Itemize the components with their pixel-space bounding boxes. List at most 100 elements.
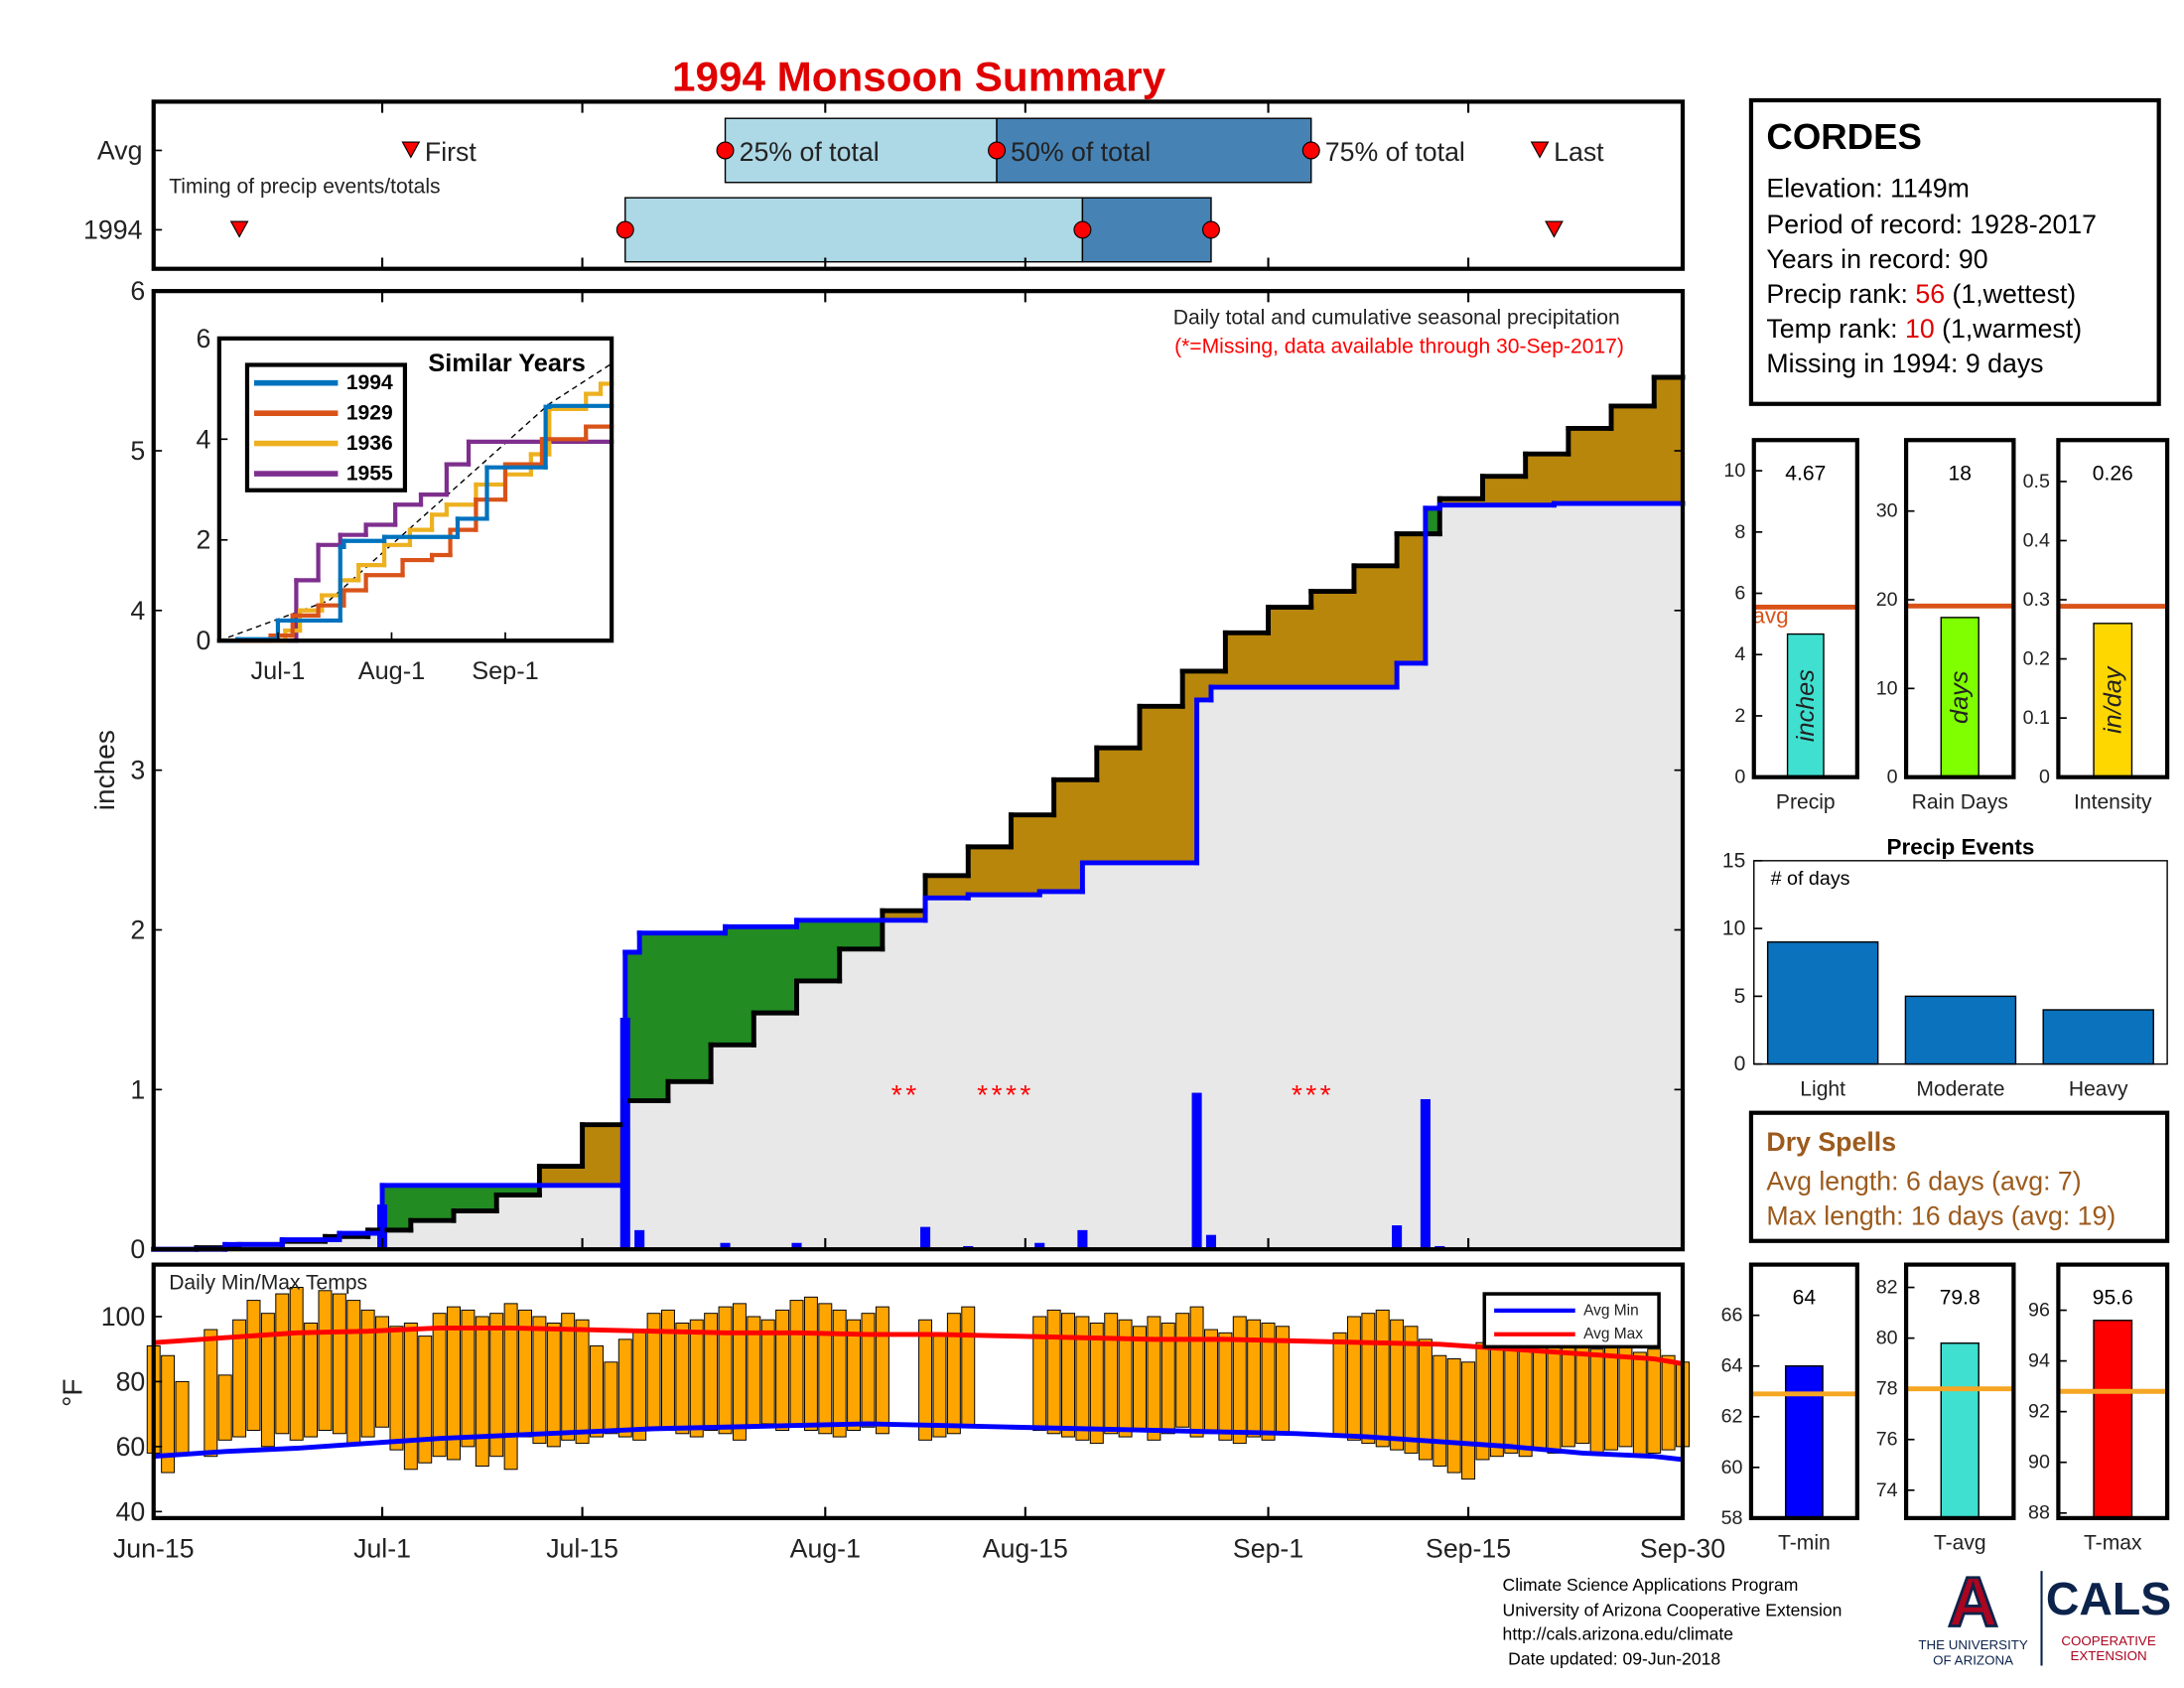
- temp-rank-note: (1,warmest): [1942, 314, 2082, 344]
- category-label: T-avg: [1934, 1532, 1986, 1555]
- annotation: Daily total and cumulative seasonal prec…: [1173, 306, 1620, 329]
- y-tick-label: 30: [1876, 500, 1898, 522]
- logo-cals: CALS: [2046, 1573, 2171, 1624]
- temp-range-bar: [1175, 1313, 1190, 1428]
- temp-range-bar: [1104, 1313, 1119, 1435]
- axes-frame: [1748, 1262, 1859, 1520]
- axes-frame: [2056, 1262, 2170, 1520]
- event-marker: [401, 141, 421, 159]
- temp-range-bar: [604, 1361, 618, 1435]
- temp-range-bar: [475, 1316, 489, 1468]
- temp-range-bar: [1147, 1316, 1161, 1441]
- precip-rank-label: Precip rank:: [1766, 279, 1908, 309]
- y-tick-label: 0: [1887, 767, 1898, 788]
- axes-frame: [1751, 438, 1859, 779]
- temp-range-bar: [1118, 1319, 1133, 1438]
- category-label: Precip: [1776, 790, 1836, 813]
- bar: [1784, 1365, 1824, 1519]
- temp-range-bar: [360, 1309, 375, 1438]
- total-marker: [716, 141, 735, 160]
- dry-spells-max: Max length: 16 days (avg: 19): [1766, 1201, 2116, 1231]
- temp-range-bar: [1089, 1323, 1104, 1445]
- temp-range-bar: [1433, 1354, 1447, 1468]
- y-tick-label: 0.5: [2023, 471, 2050, 492]
- temp-range-bar: [1204, 1329, 1218, 1435]
- temp-range-bar: [1390, 1319, 1405, 1451]
- y-tick-label: 64: [1721, 1355, 1743, 1377]
- x-tick-label: Jul-15: [546, 1534, 618, 1564]
- temp-range-bar: [232, 1319, 247, 1438]
- y-tick-label: 58: [1721, 1507, 1743, 1529]
- dry-spells-avg: Avg length: 6 days (avg: 7): [1766, 1166, 2081, 1196]
- value-label: 79.8: [1940, 1287, 1980, 1310]
- y-tick-label: 20: [1876, 589, 1898, 611]
- temp-range-bar: [532, 1316, 547, 1445]
- value-label: 64: [1793, 1287, 1817, 1310]
- y-tick-label: 66: [1721, 1305, 1743, 1327]
- temp-range-bar: [1075, 1316, 1090, 1441]
- y-tick-label: 40: [116, 1496, 146, 1526]
- axes-frame: [151, 289, 1686, 1252]
- station-frame: [1748, 97, 2161, 406]
- temp-range-bar: [617, 1338, 632, 1438]
- daily-precip-bar: [1205, 1234, 1217, 1250]
- x-tick-label: Aug-15: [983, 1534, 1068, 1564]
- category-label: T-min: [1778, 1532, 1831, 1555]
- y-tick-label: 88: [2028, 1502, 2050, 1524]
- timing-subtitle: Timing of precip events/totals: [169, 175, 440, 198]
- bar: [2093, 1320, 2133, 1519]
- legend-label: 1994: [346, 371, 393, 394]
- temp-range-bar: [175, 1380, 190, 1454]
- temp-range-bar: [1575, 1341, 1590, 1445]
- category-label: Heavy: [2069, 1077, 2128, 1100]
- x-tick-label: Sep-1: [1233, 1534, 1303, 1564]
- total-marker: [988, 141, 1007, 160]
- logo-university: OF ARIZONA: [1933, 1652, 2013, 1667]
- event-marker: [1545, 220, 1564, 238]
- temp-rank: Temp rank: 10 (1,warmest): [1766, 314, 2082, 344]
- temp-range-bar: [760, 1319, 775, 1425]
- footer-line: Climate Science Applications Program: [1503, 1575, 1799, 1595]
- y-tick-label: 94: [2028, 1350, 2050, 1372]
- y-tick-label: 5: [1734, 985, 1746, 1008]
- axes-frame: [216, 336, 614, 643]
- marker-label: 25% of total: [740, 137, 880, 167]
- temp-range-bar: [675, 1323, 690, 1435]
- temp-range-bar: [847, 1319, 862, 1432]
- category-label: Rain Days: [1912, 790, 2008, 813]
- temp-range-bar: [403, 1323, 418, 1471]
- y-tick-label: 76: [1876, 1429, 1898, 1451]
- temp-range-bar: [932, 1336, 947, 1438]
- value-label: 95.6: [2093, 1287, 2133, 1310]
- x-tick-label: Aug-1: [790, 1534, 861, 1564]
- temp-range-bar: [1489, 1332, 1504, 1458]
- logo: A THE UNIVERSITY OF ARIZONA CALS COOPERA…: [1918, 1561, 2171, 1667]
- temp-range-bar: [1160, 1323, 1175, 1435]
- y-tick-label: 78: [1876, 1378, 1898, 1400]
- y-tick-label: 10: [1722, 917, 1745, 940]
- y-tick-label: 0: [2039, 767, 2050, 788]
- x-tick-label: Sep-30: [1640, 1534, 1725, 1564]
- legend-label: Avg Min: [1583, 1302, 1639, 1319]
- legend-label: 1929: [346, 402, 393, 425]
- legend-label: 1936: [346, 432, 393, 455]
- bar: [2093, 623, 2133, 778]
- logo-extension: EXTENSION: [2070, 1648, 2146, 1663]
- daily-precip-bar: [634, 1229, 645, 1250]
- temp-range-bar: [418, 1336, 433, 1464]
- x-tick-label: Jul-1: [251, 657, 306, 685]
- total-marker: [1201, 220, 1220, 239]
- temp-range-bar: [1232, 1316, 1247, 1445]
- temp-range-bar: [346, 1300, 361, 1445]
- y-tick-label: 6: [197, 324, 211, 353]
- temp-range-bar: [1446, 1358, 1461, 1474]
- precip-rank: Precip rank: 56 (1,wettest): [1766, 279, 2076, 309]
- missing-marker: *: [992, 1079, 1003, 1110]
- x-tick-label: Sep-1: [472, 657, 539, 685]
- total-marker: [1073, 220, 1092, 239]
- temp-range-bar: [1346, 1316, 1361, 1441]
- temp-range-bar: [1046, 1309, 1061, 1435]
- daily-precip-bar: [1191, 1092, 1202, 1250]
- temp-range-bar: [503, 1303, 518, 1471]
